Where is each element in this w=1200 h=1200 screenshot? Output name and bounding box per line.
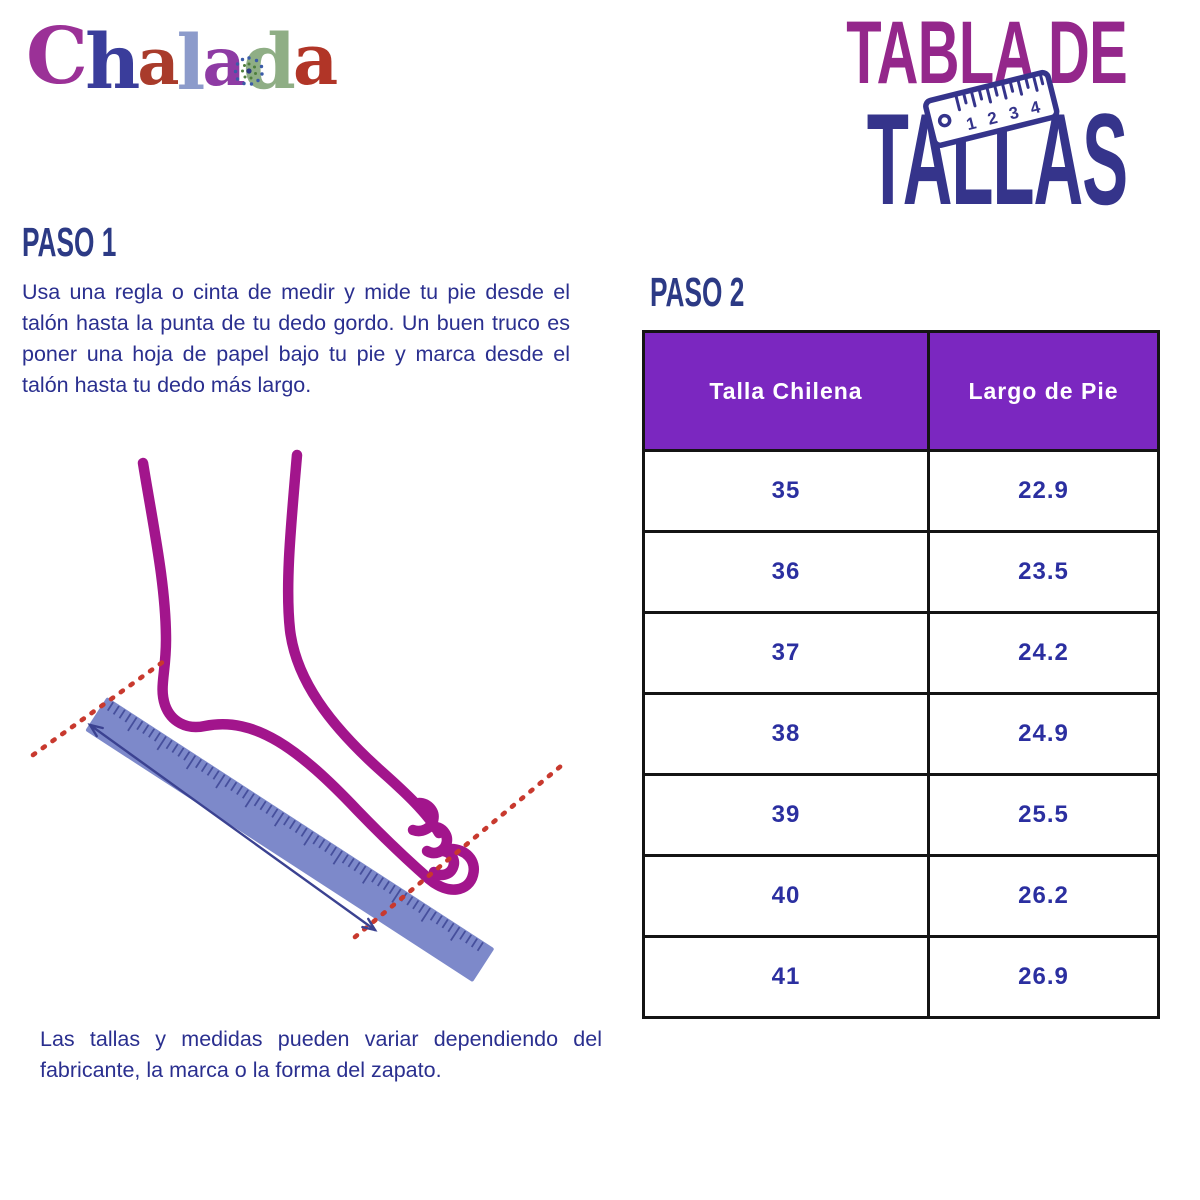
svg-text:1: 1	[964, 113, 978, 134]
step1-instructions: Usa una regla o cinta de medir y mide tu…	[22, 280, 570, 397]
table-row: 38 24.9	[642, 692, 1160, 776]
size-table-header-row: Talla Chilena Largo de Pie	[642, 330, 1160, 452]
size-value: 35	[642, 449, 930, 533]
size-disclaimer: Las tallas y medidas pueden variar depen…	[40, 1027, 602, 1082]
logo-letter: d	[242, 17, 296, 106]
logo-letter: l	[176, 18, 205, 107]
size-table: Talla Chilena Largo de Pie 35 22.9 36 23…	[642, 330, 1160, 1019]
logo-letter: h	[85, 17, 140, 106]
ruler-icon: 1 2 3 4	[923, 69, 1060, 149]
measure-arrow	[87, 723, 378, 932]
length-value: 24.2	[927, 611, 1160, 695]
foot-measurement-illustration	[30, 449, 570, 982]
size-value: 37	[642, 611, 930, 695]
brand-logo: C h a l a d a	[26, 11, 338, 114]
foot-outline-graphic	[137, 449, 479, 895]
heel-dotted-line	[30, 656, 170, 758]
logo-letter: a	[137, 24, 179, 100]
table-row: 35 22.9	[642, 449, 1160, 533]
length-value: 25.5	[927, 773, 1160, 857]
logo-flower-icon	[233, 56, 264, 86]
logo-letter: C	[26, 11, 88, 102]
page-title-line1: TABLA DE	[846, 2, 1127, 102]
table-row: 37 24.2	[642, 611, 1160, 695]
size-value: 39	[642, 773, 930, 857]
step1-heading: PASO 1	[22, 219, 117, 265]
svg-text:2: 2	[986, 108, 1000, 129]
length-value: 26.9	[927, 935, 1160, 1019]
table-row: 36 23.5	[642, 530, 1160, 614]
size-value: 41	[642, 935, 930, 1019]
length-value: 24.9	[927, 692, 1160, 776]
table-row: 39 25.5	[642, 773, 1160, 857]
toe-dotted-line	[352, 758, 570, 940]
size-value: 36	[642, 530, 930, 614]
length-value: 23.5	[927, 530, 1160, 614]
step2-heading: PASO 2	[650, 269, 745, 315]
size-value: 38	[642, 692, 930, 776]
table-row: 40 26.2	[642, 854, 1160, 938]
logo-letter: a	[292, 18, 338, 101]
measuring-ruler-graphic	[85, 697, 494, 982]
column-header-talla-chilena: Talla Chilena	[642, 330, 930, 452]
length-value: 22.9	[927, 449, 1160, 533]
size-value: 40	[642, 854, 930, 938]
length-value: 26.2	[927, 854, 1160, 938]
table-row: 41 26.9	[642, 935, 1160, 1019]
logo-letter: a	[202, 22, 245, 101]
svg-text:3: 3	[1007, 103, 1021, 124]
column-header-largo-de-pie: Largo de Pie	[927, 330, 1160, 452]
